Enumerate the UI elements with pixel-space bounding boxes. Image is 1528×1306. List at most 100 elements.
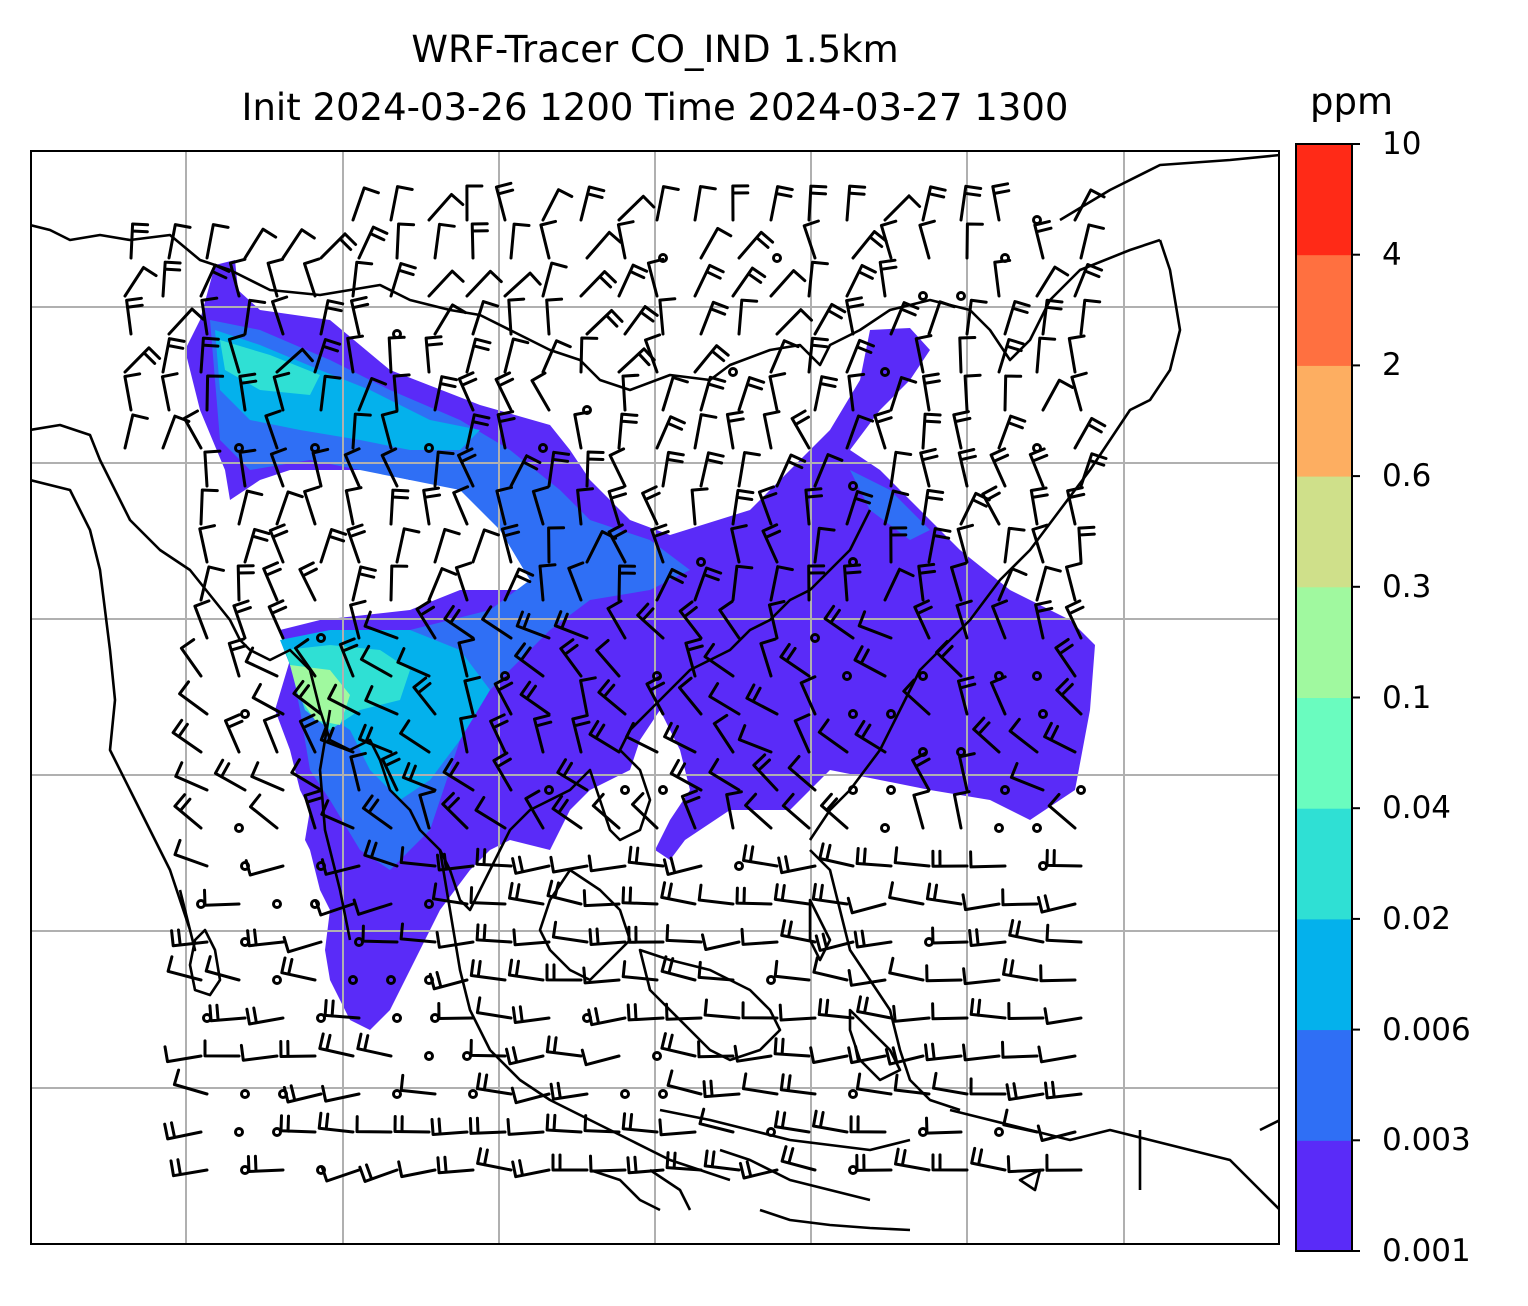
wind-barb [968, 928, 1007, 947]
wind-barb [435, 930, 475, 949]
wind-barb [430, 1117, 469, 1136]
wind-barb [437, 1002, 475, 1020]
wind-barb [1055, 677, 1083, 716]
calm-wind-marker [918, 671, 928, 681]
wind-barb [163, 1045, 203, 1064]
wind-barb [358, 1163, 399, 1183]
calm-wind-marker [468, 1089, 478, 1099]
wind-barb [281, 228, 316, 260]
wind-barb [591, 792, 621, 830]
wind-barb [415, 599, 437, 640]
wind-barb [1064, 599, 1085, 640]
wind-barb [452, 485, 470, 526]
wind-barb [1054, 638, 1077, 678]
wind-barb [655, 415, 686, 450]
wind-barb [762, 410, 781, 450]
wind-barb [1044, 1080, 1083, 1100]
wind-barb [356, 1032, 393, 1058]
wind-barb [849, 1115, 887, 1134]
wind-barb [914, 334, 933, 374]
wind-barb [476, 1147, 513, 1172]
wind-barb [507, 958, 545, 982]
wind-barb [658, 297, 677, 336]
wind-barb [494, 371, 515, 412]
wind-barb [169, 1158, 209, 1178]
wind-barb [768, 372, 787, 412]
wind-barb [1009, 762, 1045, 792]
wind-barb [663, 721, 697, 754]
wind-barb [463, 675, 481, 716]
wind-barb [199, 336, 220, 374]
wind-barb [621, 1112, 659, 1134]
wind-barb [587, 854, 627, 873]
wind-barb [989, 675, 1007, 716]
wind-barb [350, 296, 370, 336]
wind-barb [395, 222, 416, 260]
colorbar-bin [1296, 586, 1352, 698]
calm-wind-marker [658, 1089, 668, 1099]
wind-barb [813, 302, 847, 336]
calm-wind-marker [810, 633, 820, 643]
wind-barb [1007, 1002, 1045, 1020]
wind-barb [955, 599, 973, 640]
wind-barb [205, 374, 225, 412]
wind-barb [857, 610, 893, 640]
wind-barb [597, 679, 627, 716]
calm-wind-marker [424, 899, 434, 909]
wind-barb [925, 882, 963, 906]
wind-barb [282, 935, 323, 954]
wind-barb [319, 374, 342, 412]
wind-barb [511, 1005, 551, 1024]
wind-barb [319, 724, 355, 754]
wind-barb [203, 888, 241, 907]
wind-barb [262, 713, 280, 754]
wind-barb [507, 297, 526, 336]
wind-barb [505, 1046, 545, 1066]
wind-barb [893, 846, 931, 868]
wind-barb [693, 566, 723, 602]
wind-barb [773, 1110, 811, 1134]
wind-barb [494, 181, 515, 222]
wind-barb [243, 527, 271, 564]
wind-barb [412, 676, 437, 716]
wind-barb [921, 412, 942, 450]
wind-barb [179, 638, 203, 678]
wind-barb [579, 336, 599, 374]
wind-barb [1041, 298, 1064, 336]
wind-barb [708, 682, 741, 716]
wind-barb [303, 789, 323, 830]
wind-barb [997, 567, 1028, 602]
wind-barb [587, 1007, 627, 1027]
wind-barb [1066, 486, 1086, 526]
wind-barb [991, 182, 1011, 222]
wind-barb [912, 789, 930, 830]
wind-barb [470, 222, 489, 260]
wind-barb [547, 450, 571, 488]
wind-barb [1045, 923, 1083, 944]
wind-barb [669, 758, 703, 792]
wind-barb [811, 882, 849, 906]
wind-barb [969, 998, 1007, 1020]
wind-barb [1005, 1082, 1045, 1101]
wind-barb [913, 599, 933, 640]
wind-barb [703, 998, 741, 1020]
wind-barb [855, 847, 893, 868]
wind-barb [224, 713, 244, 754]
wind-barb [823, 604, 855, 640]
wind-barb [780, 1145, 817, 1172]
wind-barb [125, 296, 144, 336]
wind-barb [701, 933, 741, 951]
wind-barb [1079, 298, 1102, 336]
wind-barb [443, 605, 475, 640]
wind-barb [738, 1160, 779, 1180]
wind-barb [246, 1154, 285, 1173]
wind-barb [363, 839, 399, 868]
calm-wind-marker [886, 709, 896, 719]
wind-barb [888, 881, 925, 906]
wind-barb [1033, 219, 1053, 260]
colorbar-bin [1296, 1029, 1352, 1141]
colorbar-tick-label: 4 [1382, 236, 1402, 273]
wind-barb [1039, 964, 1077, 983]
wind-barb [182, 409, 203, 450]
wind-barb [779, 643, 811, 678]
